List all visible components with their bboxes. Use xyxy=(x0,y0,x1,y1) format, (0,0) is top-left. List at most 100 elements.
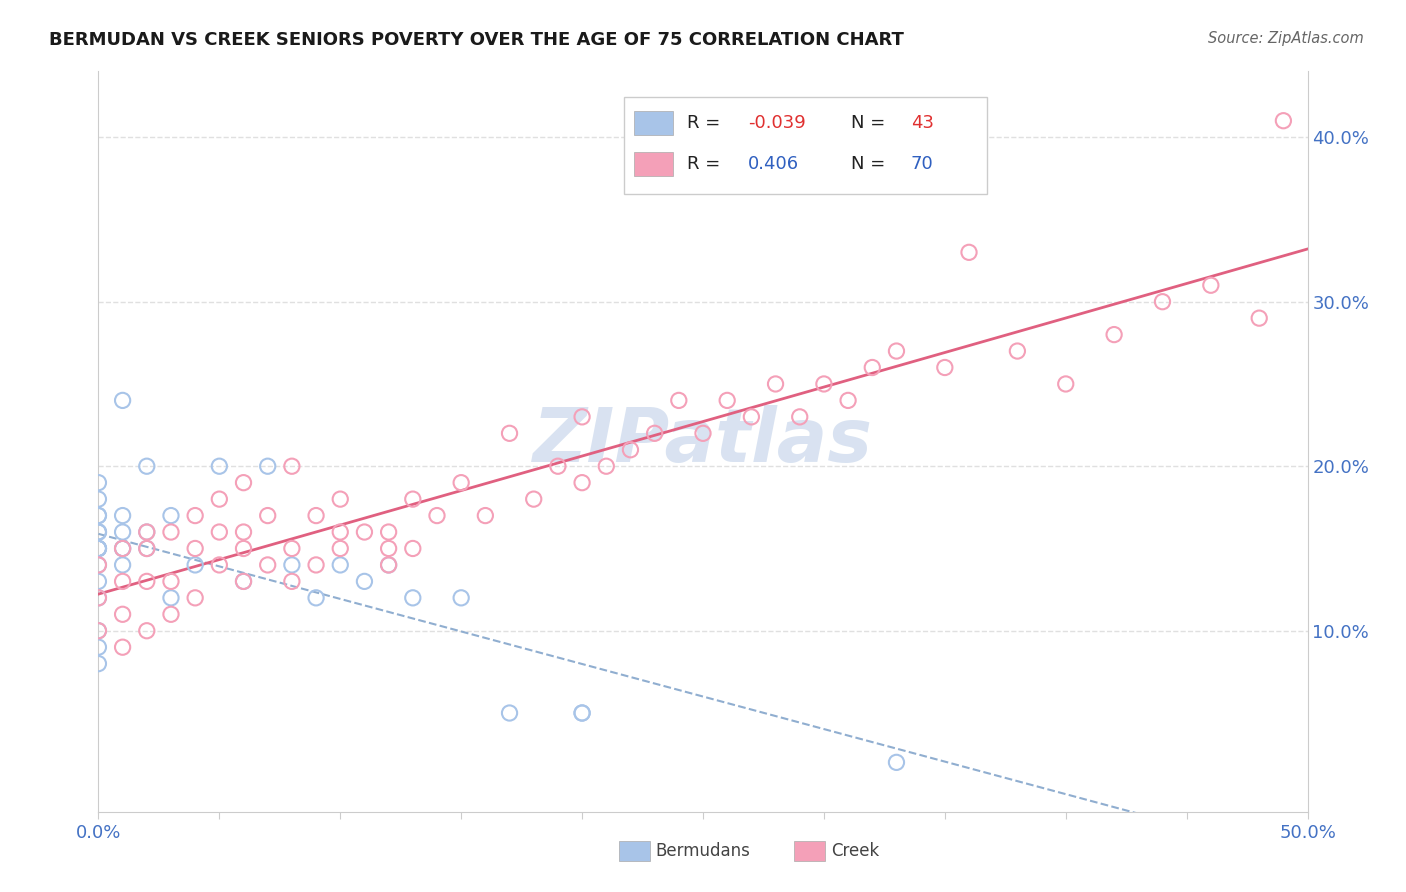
Point xyxy=(184,558,207,572)
Bar xyxy=(634,152,673,176)
Point xyxy=(111,541,134,556)
Text: 0.406: 0.406 xyxy=(748,155,799,173)
Point xyxy=(571,409,593,424)
Point xyxy=(87,558,110,572)
Point xyxy=(426,508,449,523)
Point xyxy=(1199,278,1222,293)
Text: 43: 43 xyxy=(911,114,934,132)
Point xyxy=(87,524,110,539)
Point xyxy=(329,492,352,507)
Point xyxy=(450,591,472,605)
Point xyxy=(813,376,835,391)
Point xyxy=(886,756,908,770)
Text: 70: 70 xyxy=(911,155,934,173)
Point xyxy=(474,508,496,523)
Point xyxy=(765,376,787,391)
Point xyxy=(87,508,110,523)
Point xyxy=(111,541,134,556)
Point xyxy=(886,344,908,359)
Point xyxy=(377,558,399,572)
Point xyxy=(232,541,254,556)
Point xyxy=(329,541,352,556)
Point xyxy=(111,541,134,556)
Point xyxy=(87,541,110,556)
Text: Source: ZipAtlas.com: Source: ZipAtlas.com xyxy=(1208,31,1364,46)
Point xyxy=(135,624,157,638)
Point xyxy=(87,475,110,490)
Point xyxy=(353,574,375,589)
Point xyxy=(208,459,231,474)
Point xyxy=(716,393,738,408)
Point xyxy=(1249,311,1271,326)
Point xyxy=(402,492,425,507)
Point xyxy=(87,591,110,605)
Text: Bermudans: Bermudans xyxy=(655,842,749,860)
Point xyxy=(498,426,520,441)
Point xyxy=(281,558,304,572)
Text: ZIPatlas: ZIPatlas xyxy=(533,405,873,478)
Point xyxy=(87,541,110,556)
Point xyxy=(87,657,110,671)
Point xyxy=(377,541,399,556)
Point xyxy=(160,508,183,523)
Point xyxy=(87,640,110,655)
Point xyxy=(184,591,207,605)
Point xyxy=(135,524,157,539)
Point xyxy=(87,492,110,507)
Point xyxy=(281,459,304,474)
Point xyxy=(523,492,546,507)
Point xyxy=(692,426,714,441)
Point xyxy=(571,475,593,490)
Point xyxy=(281,541,304,556)
Point xyxy=(111,574,134,589)
Point xyxy=(1152,294,1174,309)
Point xyxy=(111,508,134,523)
Text: R =: R = xyxy=(688,114,727,132)
Point xyxy=(87,541,110,556)
Point xyxy=(595,459,617,474)
Point xyxy=(135,524,157,539)
Point xyxy=(87,524,110,539)
Point xyxy=(740,409,762,424)
Point xyxy=(87,524,110,539)
Point xyxy=(305,508,328,523)
Point xyxy=(377,524,399,539)
Point xyxy=(353,524,375,539)
Point xyxy=(135,574,157,589)
Point xyxy=(208,558,231,572)
Bar xyxy=(624,97,987,194)
Point xyxy=(87,591,110,605)
Point xyxy=(281,574,304,589)
Point xyxy=(87,574,110,589)
Point xyxy=(208,492,231,507)
Point xyxy=(232,574,254,589)
Point xyxy=(111,558,134,572)
Point xyxy=(305,591,328,605)
Point xyxy=(789,409,811,424)
Point xyxy=(232,574,254,589)
Point xyxy=(232,524,254,539)
Point xyxy=(860,360,883,375)
Point xyxy=(160,524,183,539)
Text: Creek: Creek xyxy=(831,842,879,860)
Point xyxy=(1054,376,1077,391)
Point xyxy=(87,541,110,556)
Point xyxy=(135,541,157,556)
Point xyxy=(87,624,110,638)
Point xyxy=(111,524,134,539)
Point xyxy=(87,558,110,572)
Point xyxy=(111,640,134,655)
Point xyxy=(619,442,641,457)
Point xyxy=(957,245,980,260)
Point xyxy=(644,426,666,441)
Point xyxy=(934,360,956,375)
Bar xyxy=(634,112,673,135)
Point xyxy=(87,508,110,523)
Point xyxy=(1272,113,1295,128)
Point xyxy=(837,393,859,408)
Point xyxy=(208,524,231,539)
Point xyxy=(135,459,157,474)
Text: N =: N = xyxy=(851,155,890,173)
Point xyxy=(450,475,472,490)
Point xyxy=(402,541,425,556)
